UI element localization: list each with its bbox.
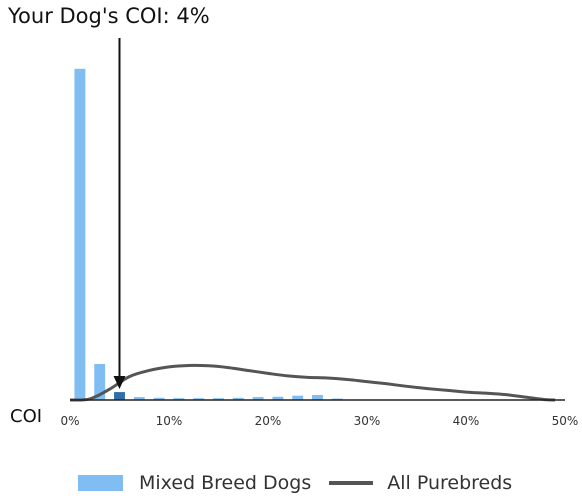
x-tick-label: 0%	[60, 414, 79, 428]
legend-purebred-swatch	[329, 481, 374, 485]
legend-mixed-label: Mixed Breed Dogs	[139, 472, 312, 494]
histogram-bar	[292, 395, 304, 400]
x-tick-label: 50%	[552, 414, 579, 428]
histogram-bar	[312, 394, 323, 400]
histogram-bar	[213, 398, 224, 400]
purebred-density-line	[69, 363, 556, 402]
histogram-bar	[193, 398, 205, 400]
legend: Mixed Breed Dogs All Purebreds	[78, 472, 512, 494]
histogram-bar	[94, 364, 106, 400]
histogram-bar	[133, 397, 145, 400]
x-tick-label: 30%	[354, 414, 381, 428]
histogram-bar-highlighted	[114, 392, 125, 400]
x-tick-label: 40%	[453, 414, 480, 428]
histogram-bar	[74, 68, 86, 401]
x-tick-label: 20%	[255, 414, 282, 428]
legend-mixed-swatch	[78, 475, 123, 491]
histogram-bar	[252, 397, 264, 400]
histogram-bar	[173, 398, 185, 400]
histogram-bar	[153, 397, 165, 400]
legend-purebred-label: All Purebreds	[387, 472, 513, 494]
dog-coi-marker-arrowhead	[113, 376, 126, 389]
chart-title: Your Dog's COI: 4%	[8, 4, 210, 28]
histogram-bar	[272, 396, 284, 400]
x-tick-label: 10%	[156, 414, 183, 428]
histogram-bar	[232, 397, 244, 400]
x-axis-label: COI	[10, 406, 43, 427]
